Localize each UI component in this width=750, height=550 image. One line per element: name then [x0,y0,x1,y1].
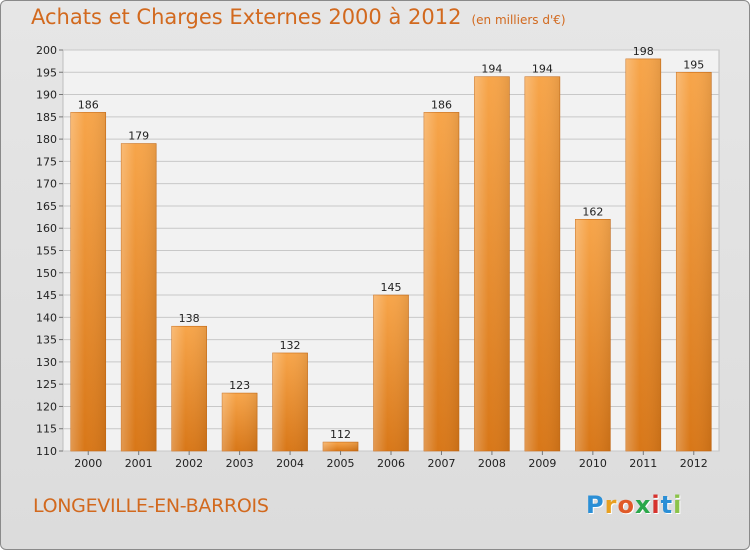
bar-shading [625,58,661,452]
x-tick-label: 2004 [276,457,304,470]
data-label: 198 [633,45,654,58]
data-label: 162 [582,205,603,218]
data-label: 194 [532,63,553,76]
bar-shading [474,76,510,451]
bar-shading [272,352,308,451]
bar-shading [222,393,258,451]
y-tick-label: 165 [36,200,57,213]
x-tick-label: 2003 [226,457,254,470]
y-tick-label: 160 [36,222,57,235]
y-tick-label: 190 [36,89,57,102]
bar-shading [323,442,359,451]
bar-shading [70,112,106,451]
y-tick-label: 115 [36,423,57,436]
place-name: LONGEVILLE-EN-BARROIS [33,495,269,517]
x-tick-label: 2000 [74,457,102,470]
chart-title-block: Achats et Charges Externes 2000 à 2012 (e… [31,5,566,29]
y-tick-label: 200 [36,44,57,57]
data-label: 123 [229,379,250,392]
bar-shading [121,143,157,452]
y-tick-label: 175 [36,155,57,168]
data-label: 112 [330,428,351,441]
data-label: 195 [683,58,704,71]
x-tick-label: 2002 [175,457,203,470]
data-label: 145 [381,281,402,294]
data-label: 138 [179,312,200,325]
bar-shading [373,295,409,451]
x-tick-label: 2010 [579,457,607,470]
bar-shading [524,76,560,451]
y-tick-label: 145 [36,289,57,302]
y-tick-label: 195 [36,66,57,79]
logo-letter: o [617,491,635,519]
y-tick-label: 170 [36,178,57,191]
bar-shading [423,112,459,451]
y-tick-label: 140 [36,311,57,324]
x-tick-label: 2009 [528,457,556,470]
data-label: 132 [280,339,301,352]
y-tick-label: 120 [36,400,57,413]
y-tick-label: 150 [36,267,57,280]
y-tick-label: 110 [36,445,57,458]
x-tick-label: 2008 [478,457,506,470]
logo-letter: t [660,491,674,519]
logo-letter: P [586,491,605,519]
x-tick-label: 2011 [629,457,657,470]
x-tick-label: 2012 [680,457,708,470]
data-label: 186 [431,98,452,111]
y-tick-label: 155 [36,245,57,258]
chart-title: Achats et Charges Externes 2000 à 2012 [31,5,462,29]
bar-shading [171,326,207,451]
x-tick-label: 2007 [427,457,455,470]
x-tick-label: 2005 [327,457,355,470]
bar-shading [676,72,712,452]
logo-letter: i [673,491,683,519]
x-tick-label: 2006 [377,457,405,470]
y-tick-label: 180 [36,133,57,146]
data-label: 186 [78,98,99,111]
y-tick-label: 135 [36,334,57,347]
logo-letter: r [604,491,618,519]
data-label: 179 [128,130,149,143]
bar-shading [575,219,611,451]
chart-subtitle: (en milliers d'€) [471,13,566,27]
y-tick-label: 130 [36,356,57,369]
logo-letter: x [634,491,652,519]
proxiti-logo: Proxiti [586,491,682,519]
y-tick-label: 125 [36,378,57,391]
logo-letter: i [651,491,661,519]
y-tick-label: 185 [36,111,57,124]
data-label: 194 [481,63,502,76]
x-tick-label: 2001 [125,457,153,470]
